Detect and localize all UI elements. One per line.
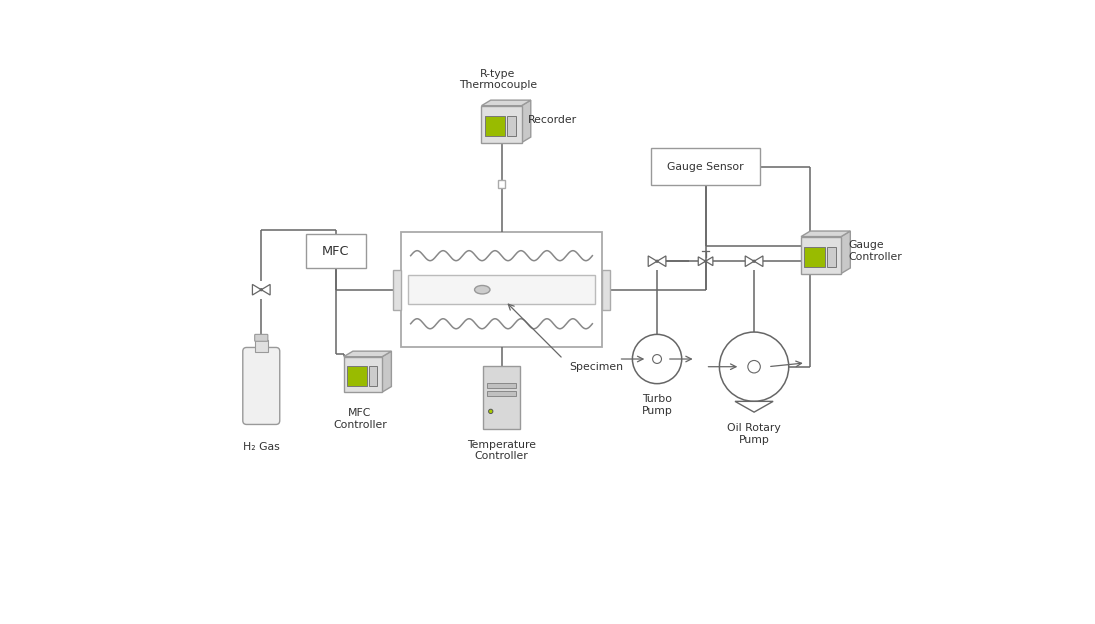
Polygon shape: [705, 257, 713, 266]
Polygon shape: [648, 256, 657, 266]
Polygon shape: [735, 401, 773, 412]
Text: Recorder: Recorder: [528, 115, 577, 125]
Bar: [497, 180, 506, 188]
Polygon shape: [754, 256, 763, 266]
Bar: [369, 366, 377, 386]
Circle shape: [488, 409, 493, 414]
Bar: [482, 105, 521, 143]
Polygon shape: [746, 256, 754, 266]
Polygon shape: [699, 257, 705, 266]
Text: MFC
Controller: MFC Controller: [333, 408, 387, 430]
Polygon shape: [841, 231, 851, 273]
Text: R-type
Thermocouple: R-type Thermocouple: [459, 69, 537, 90]
Bar: [344, 357, 382, 392]
Bar: [804, 247, 825, 267]
Bar: [827, 247, 835, 267]
Circle shape: [704, 260, 706, 262]
Bar: [483, 366, 520, 429]
Circle shape: [753, 260, 756, 262]
FancyBboxPatch shape: [243, 348, 279, 424]
Text: Gauge
Controller: Gauge Controller: [848, 240, 902, 262]
Circle shape: [656, 260, 658, 262]
Circle shape: [748, 361, 760, 373]
Bar: [601, 270, 610, 310]
Bar: [487, 391, 516, 396]
Text: Temperature
Controller: Temperature Controller: [466, 440, 537, 462]
Circle shape: [261, 289, 263, 291]
Bar: [487, 383, 516, 388]
Text: Gauge Sensor: Gauge Sensor: [667, 162, 744, 172]
Polygon shape: [382, 351, 391, 392]
FancyBboxPatch shape: [306, 234, 366, 268]
Bar: [255, 339, 268, 352]
Polygon shape: [657, 256, 666, 266]
Text: Oil Rotary
Pump: Oil Rotary Pump: [727, 423, 781, 444]
Bar: [402, 232, 601, 348]
Polygon shape: [802, 231, 851, 236]
Text: MFC: MFC: [322, 245, 349, 258]
FancyBboxPatch shape: [652, 148, 760, 185]
FancyBboxPatch shape: [255, 334, 268, 341]
Polygon shape: [344, 351, 391, 357]
Bar: [393, 270, 402, 310]
Text: Turbo
Pump: Turbo Pump: [642, 394, 672, 416]
Circle shape: [653, 354, 661, 363]
Bar: [507, 116, 516, 137]
Circle shape: [719, 332, 788, 401]
Bar: [802, 236, 841, 273]
Polygon shape: [253, 285, 262, 295]
Polygon shape: [521, 100, 531, 143]
Bar: [347, 366, 367, 386]
Bar: [485, 116, 506, 137]
Text: Specimen: Specimen: [569, 362, 623, 372]
Ellipse shape: [474, 285, 489, 294]
Circle shape: [633, 334, 682, 384]
Polygon shape: [262, 285, 270, 295]
Text: H₂ Gas: H₂ Gas: [243, 442, 279, 452]
Bar: [407, 275, 596, 305]
Polygon shape: [482, 100, 531, 105]
